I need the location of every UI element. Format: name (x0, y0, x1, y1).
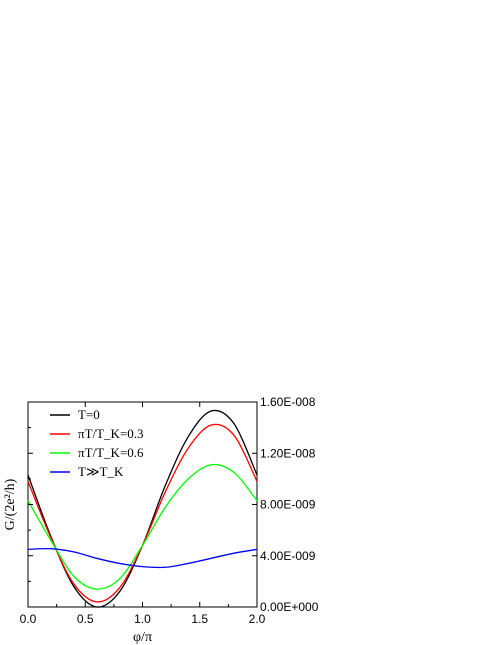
legend-label: T=0 (78, 407, 100, 422)
legend-label: T≫T_K (78, 464, 124, 479)
series-layer (27, 409, 258, 608)
legend-label: πT/T_K=0.3 (78, 426, 144, 441)
x-tick-label: 1.5 (191, 612, 208, 626)
x-tick-label: 0.0 (20, 612, 37, 626)
y-axis-right: 0.00E+000 4.00E-009 8.00E-009 1.20E-008 1.60… (252, 395, 319, 614)
x-axis-label: φ/π (133, 630, 152, 645)
x-axis: 0.0 0.5 1.0 1.5 2.0 (20, 402, 266, 626)
y-right-tick-label: 0.00E+000 (260, 600, 319, 614)
x-tick-label: 1.0 (134, 612, 151, 626)
y-right-tick-label: 1.60E-008 (260, 395, 316, 409)
x-tick-label: 2.0 (249, 612, 266, 626)
legend-label: πT/T_K=0.6 (78, 445, 144, 460)
y-right-tick-label: 4.00E-009 (260, 549, 316, 563)
series-line-2 (27, 463, 258, 590)
x-tick-label: 0.5 (77, 612, 94, 626)
y-right-tick-label: 8.00E-009 (260, 498, 316, 512)
y-right-tick-label: 1.20E-008 (260, 446, 316, 460)
legend: T=0 πT/T_K=0.3 πT/T_K=0.6 T≫T_K (50, 407, 144, 479)
series-line-3 (27, 547, 258, 569)
y-axis-label: G/(2e²/h) (3, 478, 18, 530)
y-axis-left (28, 401, 33, 608)
